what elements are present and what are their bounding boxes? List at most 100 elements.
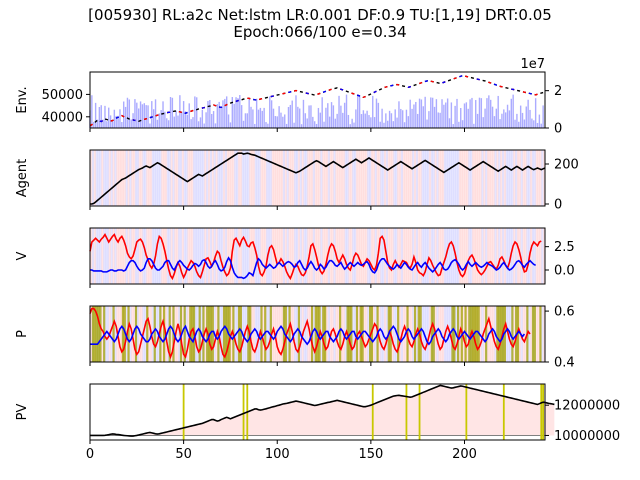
volume-bar <box>345 94 348 128</box>
exploration-band <box>95 306 98 362</box>
action-band <box>239 150 242 206</box>
action-band <box>140 150 143 206</box>
action-band <box>258 228 261 284</box>
action-band <box>206 150 209 206</box>
x-tick-label: 200 <box>452 447 477 462</box>
volume-bar <box>134 99 136 128</box>
action-band <box>110 228 113 284</box>
action-band <box>475 150 478 206</box>
action-band <box>245 306 248 362</box>
action-band <box>339 150 342 206</box>
volume-bar <box>362 110 365 128</box>
action-band <box>492 150 495 206</box>
volume-bar <box>96 119 99 128</box>
action-band <box>383 150 387 206</box>
volume-bar <box>334 118 336 128</box>
volume-bar <box>123 101 125 128</box>
action-band <box>211 228 214 284</box>
action-band <box>280 228 284 284</box>
action-band <box>267 228 271 284</box>
action-band <box>464 150 467 206</box>
action-band <box>449 228 452 284</box>
action-band <box>449 150 452 206</box>
volume-bar <box>126 97 129 128</box>
exploration-band <box>451 306 454 362</box>
volume-bar <box>480 98 483 128</box>
exploration-band <box>198 306 201 362</box>
volume-bar <box>525 106 527 128</box>
exploration-band <box>153 306 156 362</box>
policy_buy-line <box>89 307 531 360</box>
action-band <box>230 150 233 206</box>
action-band <box>391 228 394 284</box>
volume-bar <box>340 105 342 128</box>
action-band <box>513 228 516 284</box>
action-band <box>215 228 218 284</box>
action-band <box>222 150 226 206</box>
volume-bar <box>196 97 198 128</box>
action-band <box>149 150 153 206</box>
volume-bar <box>227 114 230 128</box>
volume-bar <box>401 110 404 128</box>
volume-bar <box>267 123 269 128</box>
action-band <box>221 150 224 206</box>
action-band <box>451 228 454 284</box>
volume-bar <box>508 110 511 128</box>
y-tick-label: 200 <box>554 158 579 173</box>
volume-bar <box>454 105 456 128</box>
action-band <box>136 150 139 206</box>
volume-bar <box>162 101 164 128</box>
volume-bar <box>456 98 458 128</box>
action-band <box>481 150 484 206</box>
volume-bar <box>396 117 398 128</box>
action-band <box>116 228 119 284</box>
action-band <box>280 306 284 362</box>
volume-bar <box>124 106 127 128</box>
volume-bar <box>293 122 295 128</box>
volume-bar <box>388 110 391 128</box>
exploration-band <box>370 306 374 362</box>
action-band <box>530 228 533 284</box>
action-band <box>217 150 220 206</box>
volume-bar <box>117 115 119 128</box>
action-band <box>241 150 244 206</box>
volume-bar <box>152 109 155 128</box>
action-band <box>312 306 315 362</box>
action-band <box>200 228 203 284</box>
action-band <box>252 306 256 362</box>
action-band <box>443 228 447 284</box>
action-band <box>310 150 314 206</box>
action-band <box>151 228 154 284</box>
volume-bar <box>310 105 312 128</box>
action-band <box>348 228 351 284</box>
action-band <box>483 228 486 284</box>
action-band <box>91 150 95 206</box>
axes-frame <box>89 227 546 285</box>
volume-bar <box>239 95 241 128</box>
action-band <box>151 150 154 206</box>
action-band <box>101 228 104 284</box>
action-band <box>511 228 514 284</box>
action-band <box>277 306 280 362</box>
action-band <box>299 150 302 206</box>
action-band <box>149 228 153 284</box>
price-line-buy-marks <box>89 74 544 127</box>
volume-bar <box>433 106 436 128</box>
action-band <box>535 228 538 284</box>
volume-bar <box>488 95 490 128</box>
action-band <box>159 228 162 284</box>
volume-bar <box>233 103 235 128</box>
volume-bar <box>501 113 503 128</box>
action-band <box>395 228 398 284</box>
action-band <box>134 150 138 206</box>
action-band <box>352 150 355 206</box>
action-band <box>312 228 315 284</box>
volume-bar <box>274 116 277 128</box>
exploration-band <box>168 306 171 362</box>
volume-bar <box>222 100 224 128</box>
action-band <box>157 228 160 284</box>
volume-bar <box>491 106 494 128</box>
volume-bar <box>136 102 138 128</box>
exploration-band <box>211 306 214 362</box>
action-band <box>251 150 254 206</box>
